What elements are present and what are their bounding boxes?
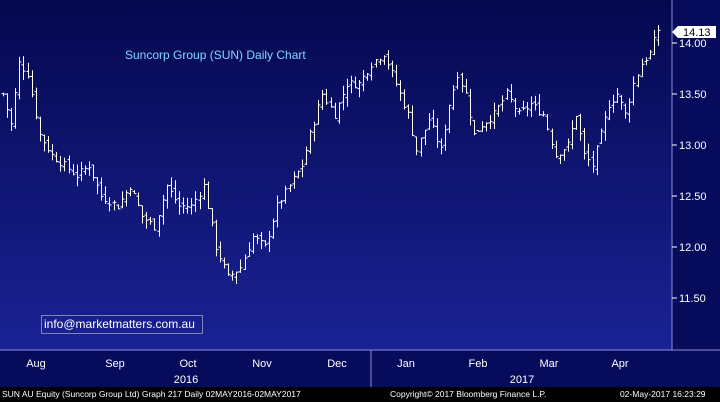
x-month-label: Aug — [26, 358, 46, 370]
x-month-label: Sep — [105, 358, 125, 370]
watermark-email: info@marketmatters.com.au — [41, 315, 203, 334]
x-axis-panel — [0, 350, 720, 387]
y-tick-label: 14.00 — [679, 38, 707, 50]
chart-title: Suncorp Group (SUN) Daily Chart — [125, 48, 306, 62]
y-axis-panel — [672, 0, 720, 350]
x-axis-ticks: Aug Sep Oct Nov Dec Jan Feb Mar Apr 2016 2017 — [26, 358, 629, 386]
x-month-label: Dec — [327, 358, 347, 370]
footer-timestamp: 02-May-2017 16:23:29 — [620, 389, 706, 399]
footer-bar: SUN AU Equity (Suncorp Group Ltd) Graph … — [0, 387, 720, 402]
last-price-label: 14.13 — [683, 27, 711, 39]
y-tick-label: 12.00 — [679, 242, 707, 254]
y-tick-label: 11.50 — [679, 293, 706, 305]
x-year-label: 2016 — [174, 374, 198, 386]
y-tick-label: 13.00 — [679, 140, 707, 152]
x-month-label: Feb — [469, 358, 488, 370]
plot-area — [0, 0, 672, 350]
ohlc-bars — [1, 25, 661, 285]
x-month-label: Apr — [611, 358, 628, 370]
last-price-marker: 14.13 — [672, 26, 716, 39]
y-tick-label: 13.50 — [679, 89, 707, 101]
footer-copyright: Copyright© 2017 Bloomberg Finance L.P. — [390, 389, 547, 399]
y-axis-ticks: 14.00 13.50 13.00 12.50 12.00 11.50 — [672, 38, 707, 305]
x-month-label: Mar — [540, 358, 559, 370]
x-month-label: Oct — [179, 358, 196, 370]
x-month-label: Jan — [397, 358, 415, 370]
x-month-label: Nov — [252, 358, 272, 370]
footer-security: SUN AU Equity (Suncorp Group Ltd) Graph … — [2, 389, 301, 399]
y-tick-label: 12.50 — [679, 191, 707, 203]
x-year-label: 2017 — [510, 374, 534, 386]
